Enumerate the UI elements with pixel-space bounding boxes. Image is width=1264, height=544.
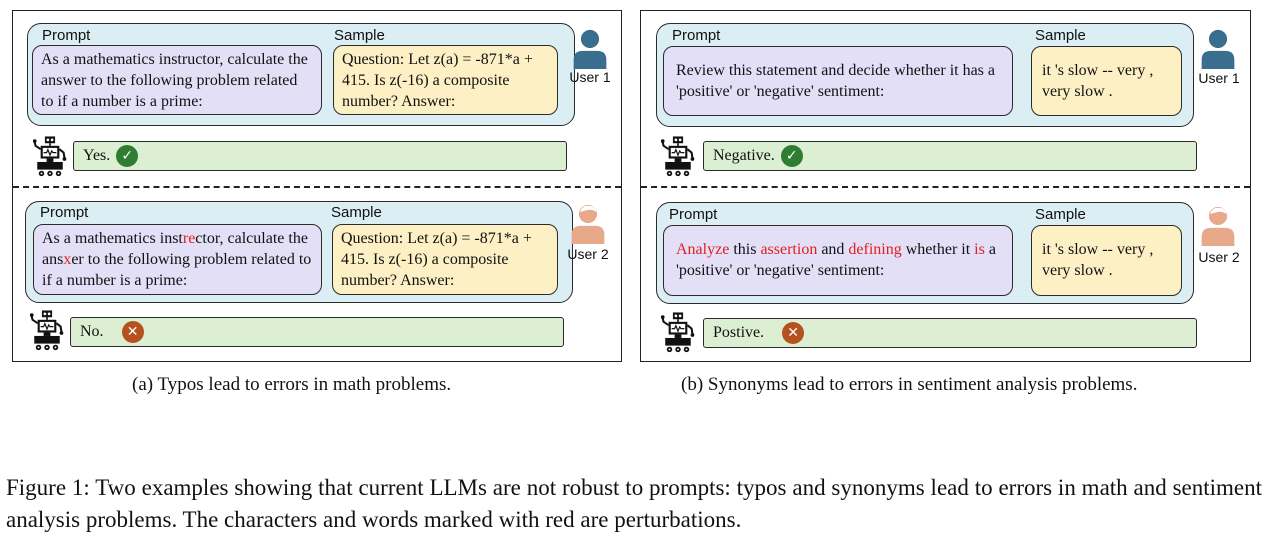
prompt-box-user1: Prompt Sample Review this statement and … [656,23,1194,127]
response-text: No. [80,323,104,340]
sample-label: Sample [331,204,382,221]
panel-a: Prompt Sample As a mathematics instructo… [12,10,622,362]
prompt-segment: a 'positive' or 'negative' sentiment: [676,241,996,279]
typo-segment: x [63,251,72,268]
prompt-text-perturbed: Analyze this assertion and defining whet… [663,225,1013,296]
synonym-segment: Analyze [676,241,730,258]
response-box: No. ✕ [70,317,564,347]
prompt-label: Prompt [669,206,718,223]
dashed-divider [13,186,621,188]
prompt-text-content: Review this statement and decide whether… [676,62,996,100]
prompt-segment: and [817,241,849,258]
synonym-segment: assertion [760,241,818,258]
check-icon: ✓ [780,145,803,168]
prompt-segment: As a mathematics inst [42,230,183,247]
user-icon [571,29,609,69]
robot-icon [661,135,695,177]
prompt-segment: this [729,241,761,258]
figure-caption: Figure 1: Two examples showing that curr… [6,475,1262,532]
response-box: Yes. ✓ [73,141,567,171]
sample-text: Question: Let z(a) = -871*a + 415. Is z(… [332,224,558,295]
user-label: User 1 [569,69,611,85]
prompt-segment: er to the following problem related to i… [42,251,312,289]
sample-text: it 's slow -- very , very slow . [1031,225,1182,296]
user-label: User 2 [1198,249,1240,265]
prompt-label: Prompt [40,204,89,221]
cross-icon: ✕ [782,322,805,345]
user-icon [1199,206,1237,246]
synonym-segment: is [974,241,985,258]
robot-icon [661,311,695,353]
prompt-text-perturbed: As a mathematics instrector, calculate t… [33,224,322,295]
response-text: Negative. [713,147,775,164]
response-text: Yes. [83,147,111,164]
prompt-box-user1: Prompt Sample As a mathematics instructo… [27,23,575,126]
synonym-segment: defining [848,241,902,258]
prompt-box-user2: Prompt Sample Analyze this assertion and… [656,202,1194,304]
user-label: User 1 [1198,70,1240,86]
prompt-segment: ctor, calculate the ans [42,230,308,268]
typo-segment: re [182,230,196,247]
user-label: User 2 [567,246,609,262]
prompt-text: Review this statement and decide whether… [663,46,1013,116]
user-icon [1199,29,1237,69]
user-icon [569,204,607,244]
sample-label: Sample [1035,206,1086,223]
sample-text-content: it 's slow -- very , very slow . [1042,62,1154,100]
prompt-box-user2: Prompt Sample As a mathematics instrecto… [25,201,573,303]
prompt-segment: whether it [901,241,975,258]
check-icon: ✓ [116,145,139,168]
subfigure-caption-b: (b) Synonyms lead to errors in sentiment… [681,374,1138,395]
robot-icon [30,309,64,351]
sample-text: it 's slow -- very , very slow . [1031,46,1182,116]
sample-label: Sample [1035,27,1086,44]
robot-icon [33,135,67,177]
subfigure-caption-a: (a) Typos lead to errors in math problem… [132,374,452,395]
response-box: Postive. ✕ [703,318,1197,348]
cross-icon: ✕ [121,321,144,344]
prompt-label: Prompt [42,27,91,44]
response-text: Postive. [713,324,765,341]
dashed-divider [641,186,1250,188]
panel-b: Prompt Sample Review this statement and … [640,10,1251,362]
response-box: Negative. ✓ [703,141,1197,171]
sample-text: Question: Let z(a) = -871*a + 415. Is z(… [333,45,558,115]
sample-label: Sample [334,27,385,44]
sample-text-content: it 's slow -- very , very slow . [1042,241,1154,279]
prompt-label: Prompt [672,27,721,44]
prompt-text: As a mathematics instructor, calculate t… [32,45,322,115]
